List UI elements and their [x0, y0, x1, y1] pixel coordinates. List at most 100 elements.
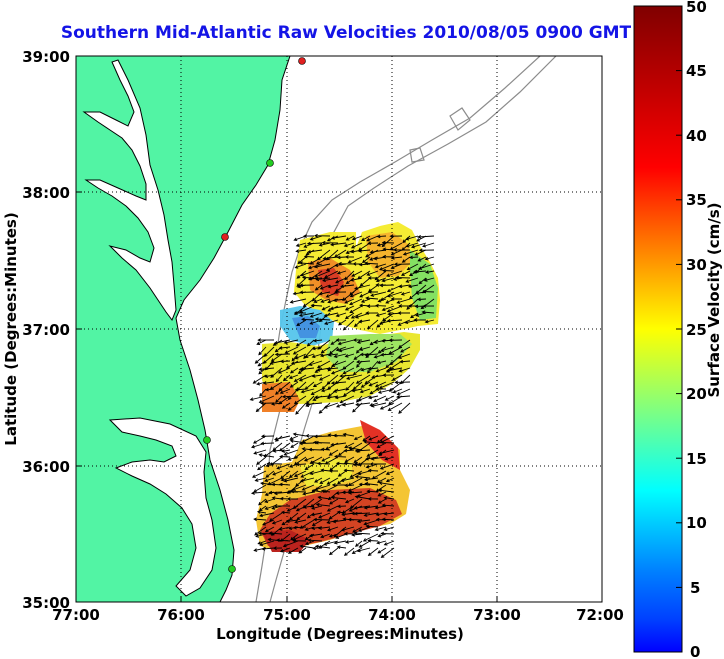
velocity-arrow [357, 470, 371, 476]
velocity-arrow [354, 495, 371, 500]
velocity-arrow [317, 526, 331, 530]
velocity-arrow [417, 235, 435, 239]
velocity-arrow [378, 381, 395, 389]
velocity-arrow [383, 540, 395, 546]
velocity-arrow [335, 277, 347, 284]
velocity-arrow [332, 433, 347, 438]
velocity-arrow [264, 360, 275, 371]
velocity-arrow [281, 402, 291, 409]
velocity-arrow [299, 544, 315, 549]
velocity-arrow [303, 234, 315, 238]
velocity-arrow [302, 491, 315, 496]
velocity-arrow [377, 388, 395, 394]
velocity-arrow [367, 366, 379, 371]
velocity-arrow [421, 310, 435, 315]
velocity-arrow [330, 235, 347, 240]
velocity-arrow [378, 449, 395, 455]
velocity-arrow [352, 338, 363, 342]
velocity-arrow [349, 305, 363, 314]
pamlico-sound [108, 417, 217, 597]
velocity-arrow [316, 360, 331, 369]
velocity-arrow [319, 353, 331, 358]
velocity-arrow [291, 353, 299, 362]
velocity-arrow [383, 496, 395, 500]
velocity-arrow [354, 540, 363, 547]
velocity-arrow [299, 305, 315, 313]
velocity-arrow [338, 319, 347, 326]
velocity-arrow [390, 249, 403, 256]
velocity-arrow [258, 531, 275, 536]
velocity-arrow [351, 547, 363, 554]
velocity-arrow [358, 262, 371, 267]
velocity-arrow [323, 402, 339, 409]
velocity-arrow [334, 454, 347, 459]
velocity-arrow [252, 374, 267, 384]
velocity-arrow [320, 489, 331, 493]
colorbar-tick-label: 45 [686, 62, 707, 80]
velocity-arrow [356, 547, 371, 553]
velocity-arrow [294, 353, 307, 360]
velocity-arrow [302, 505, 315, 509]
velocity-arrow [380, 346, 395, 353]
velocity-arrow [382, 247, 395, 252]
velocity-arrow [406, 298, 419, 310]
velocity-arrow [330, 495, 347, 500]
velocity-arrow [307, 263, 323, 270]
velocity-arrow [300, 270, 315, 277]
velocity-arrow [256, 456, 267, 466]
velocity-arrow [299, 477, 315, 483]
velocity-arrow [320, 533, 331, 539]
velocity-arrow [396, 395, 411, 399]
x-tick-label: 75:00 [263, 606, 311, 624]
colorbar-tick-label: 15 [686, 450, 707, 468]
velocity-arrow [275, 395, 283, 404]
velocity-arrow [304, 463, 315, 471]
velocity-arrow [356, 360, 371, 364]
velocity-arrow [321, 456, 331, 462]
velocity-arrow [323, 312, 339, 318]
x-tick-label: 76:00 [157, 606, 205, 624]
velocity-arrow [268, 490, 283, 495]
velocity-arrow [251, 470, 267, 478]
velocity-arrow [352, 526, 363, 533]
velocity-arrow [287, 402, 299, 411]
velocity-arrow [322, 256, 339, 261]
velocity-arrow [279, 547, 291, 553]
y-axis: 39:00 38:00 37:00 36:00 35:00 Latitude (… [2, 48, 82, 612]
velocity-arrow [253, 517, 267, 522]
velocity-arrow [321, 240, 339, 245]
velocity-arrow [330, 367, 347, 375]
velocity-arrow [340, 284, 355, 289]
velocity-arrow [307, 538, 323, 543]
velocity-arrow [339, 395, 355, 404]
velocity-arrow [311, 374, 323, 378]
velocity-arrow [400, 270, 411, 276]
velocity-arrow [354, 448, 371, 453]
velocity-arrow [281, 519, 291, 526]
velocity-arrow [406, 263, 419, 271]
x-axis: 77:00 76:00 75:00 74:00 73:00 72:00 Long… [52, 596, 624, 643]
velocity-arrow [292, 346, 307, 355]
velocity-arrow [363, 512, 379, 517]
velocity-arrow [257, 463, 267, 471]
velocity-arrow [311, 346, 323, 351]
velocity-arrow [281, 449, 291, 453]
velocity-arrow [293, 235, 307, 242]
velocity-arrow [260, 434, 275, 439]
velocity-patch-blue [292, 316, 320, 338]
velocity-arrow [264, 477, 275, 483]
velocity-arrow [365, 311, 379, 315]
velocity-arrow [375, 512, 387, 517]
velocity-arrow [306, 339, 315, 347]
velocity-arrow [310, 303, 323, 308]
velocity-arrow [409, 312, 419, 319]
velocity-arrow [260, 401, 275, 406]
velocity-arrow [323, 319, 339, 325]
velocity-arrow [328, 512, 339, 520]
velocity-arrow [344, 305, 355, 311]
velocity-arrow [417, 256, 427, 262]
velocity-arrow [328, 547, 339, 556]
velocity-arrow [369, 249, 387, 254]
colorbar: 50 45 40 35 30 25 20 15 10 5 0 Surface V… [633, 0, 723, 659]
velocity-arrow [366, 235, 379, 242]
